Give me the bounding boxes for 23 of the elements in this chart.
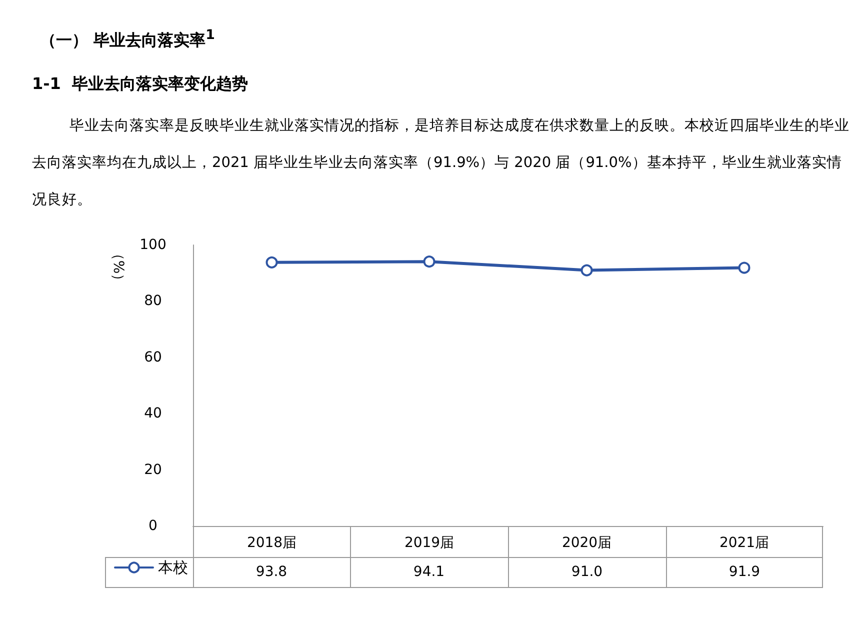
y-tick-label: 0 — [148, 518, 158, 534]
legend-label: 本校 — [158, 558, 188, 576]
point — [266, 256, 278, 268]
point — [580, 264, 593, 276]
text: 毕业去向落实率是反映毕业生就业落实情况的指标，是培养目标达成度在供求数量上的反映。本校近四届毕业生的毕业去向落实率均在九成以上，2021 届毕业生毕业去向落实率（91.9%）与 2020 届（91.0%）基本持平，毕业生就业落实情况良好。 — [32, 118, 850, 208]
chart-title: （一） 毕业去向落实率$^{1}$ — [40, 28, 215, 52]
y-tick-label: 20 — [144, 462, 162, 478]
data-label: 94.1 — [412, 563, 446, 582]
data-label: 91.0 — [570, 563, 604, 582]
point — [738, 262, 750, 274]
y-tick-label: 100 — [140, 237, 166, 253]
chart-subtitle: 1-1 毕业去向落实率变化趋势 — [32, 74, 248, 95]
y-axis-title: （%） — [109, 245, 127, 290]
y-tick-label: 80 — [144, 293, 162, 310]
x-tick-label: 2019届 — [404, 535, 454, 551]
data-label: 93.8 — [254, 563, 288, 582]
x-tick-label: 2020届 — [562, 535, 612, 551]
data-label: 91.9 — [728, 563, 762, 582]
y-tick-label: 40 — [144, 406, 162, 422]
y-tick-label: 60 — [144, 349, 162, 366]
point — [423, 256, 436, 268]
x-tick-label: 2018届 — [246, 535, 297, 551]
x-tick-label: 2021届 — [719, 535, 770, 551]
